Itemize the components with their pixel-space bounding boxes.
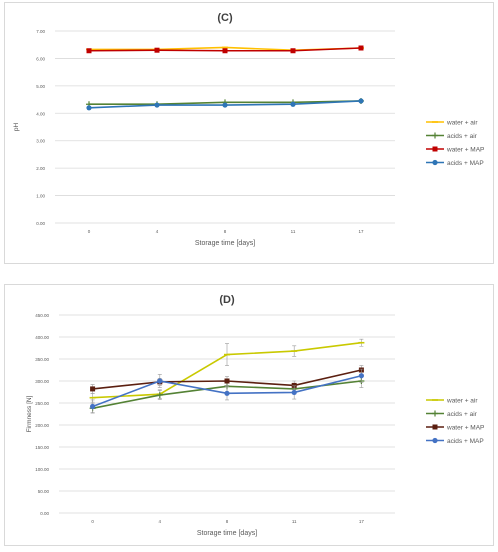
chart-d-y-tick-label: 100.00	[35, 467, 49, 472]
chart-d-legend-label: acids + MAP	[447, 438, 484, 445]
chart-d-data-point	[291, 389, 297, 396]
chart-d-data-point	[157, 378, 163, 384]
chart-d-data-point	[90, 403, 96, 410]
chart-c-y-tick-label: 1.00	[36, 194, 45, 199]
chart-c-data-point	[222, 48, 228, 54]
chart-d-data-point	[224, 378, 230, 384]
chart-panel-d: (D) 0.00 50.00 100.00 150.00 200.00 250.00 300.…	[4, 284, 494, 546]
chart-d-svg: (D) 0.00 50.00 100.00 150.00 200.00 250.00 300.…	[26, 294, 484, 537]
chart-c-legend-label: water + MAP	[446, 147, 484, 154]
chart-c-y-tick-label: 3.00	[36, 139, 45, 144]
chart-c-y-tick-label: 5.00	[36, 84, 45, 89]
chart-c-legend-marker	[432, 132, 438, 139]
chart-c-y-tick-label: 7.00	[36, 29, 45, 34]
chart-d-y-tick-label: 200.00	[35, 423, 49, 428]
chart-d-data-point	[156, 392, 163, 399]
chart-c-x-tick-label: 4	[156, 229, 159, 234]
chart-c-y-axis-label: pH	[13, 123, 20, 132]
chart-c-y-tick-label: 2.00	[36, 166, 45, 171]
chart-c-data-point	[358, 98, 364, 104]
chart-c-y-tick-label: 0.00	[36, 221, 45, 226]
chart-c-data-point	[290, 101, 296, 107]
chart-d-y-tick-label: 50.00	[38, 489, 50, 494]
chart-d-x-tick-label: 11	[292, 519, 297, 524]
chart-d-series	[89, 338, 365, 403]
chart-c-data-point	[154, 102, 160, 108]
chart-d-legend-marker	[432, 410, 438, 417]
chart-c-svg: (C) 0.00 1.00 2.00 3.00 4.00 5.00 6.00 7.00 0 4 8 11…	[13, 12, 484, 247]
chart-d-x-tick-label: 17	[359, 519, 365, 524]
chart-c-series	[86, 98, 364, 111]
chart-c-x-axis-label: Storage time [days]	[195, 240, 255, 247]
chart-d-y-tick-label: 0.00	[40, 511, 49, 516]
chart-c-title: (C)	[217, 12, 233, 24]
chart-c-data-point	[86, 105, 92, 111]
chart-d-legend-label: acids + air	[447, 411, 478, 418]
chart-d-data-point	[291, 382, 297, 388]
chart-c-legend-label: acids + MAP	[447, 160, 484, 167]
chart-c-legend-marker	[432, 146, 438, 152]
chart-c-legend-label: water + air	[446, 120, 478, 127]
chart-panel-c: (C) 0.00 1.00 2.00 3.00 4.00 5.00 6.00 7.00 0 4 8 11…	[4, 2, 494, 264]
chart-c-y-tick-label: 4.00	[36, 111, 45, 116]
chart-d-legend-label: water + air	[446, 398, 478, 405]
chart-c-data-point	[154, 47, 160, 53]
chart-c-y-tick-label: 6.00	[36, 56, 45, 61]
chart-d-y-tick-label: 150.00	[35, 445, 49, 450]
chart-c-data-point	[358, 45, 364, 51]
chart-c-x-tick-label: 17	[358, 229, 364, 234]
chart-d-y-tick-label: 400.00	[35, 335, 49, 340]
chart-d-x-tick-label: 4	[159, 519, 162, 524]
chart-d-title: (D)	[219, 294, 235, 306]
chart-d-y-axis-label: Firmness [N]	[26, 395, 33, 432]
chart-c-series	[86, 45, 364, 54]
chart-d-y-tick-label: 350.00	[35, 357, 49, 362]
chart-d-data-point	[90, 386, 96, 392]
chart-d-series	[90, 368, 364, 414]
chart-c-x-tick-label: 0	[88, 229, 91, 234]
chart-c-legend-marker	[432, 159, 438, 166]
chart-d-data-point	[224, 390, 230, 396]
chart-d-legend-marker	[432, 437, 438, 444]
chart-c-legend-label: acids + air	[447, 133, 478, 140]
chart-d-y-tick-label: 450.00	[35, 313, 49, 318]
chart-d-x-tick-label: 8	[226, 519, 229, 524]
chart-c-data-point	[290, 48, 296, 54]
chart-d-y-tick-label: 300.00	[35, 379, 49, 384]
chart-d-legend-label: water + MAP	[446, 425, 484, 432]
chart-c-data-point	[86, 48, 92, 54]
chart-d-y-tick-label: 250.00	[35, 401, 49, 406]
chart-c-data-point	[222, 102, 228, 108]
chart-d-x-tick-label: 0	[91, 519, 94, 524]
chart-c-x-tick-label: 8	[224, 229, 227, 234]
chart-d-legend-marker	[432, 424, 438, 430]
chart-d-data-point	[358, 373, 364, 379]
chart-d-x-axis-label: Storage time [days]	[197, 530, 257, 537]
chart-c-x-tick-label: 11	[291, 229, 296, 234]
